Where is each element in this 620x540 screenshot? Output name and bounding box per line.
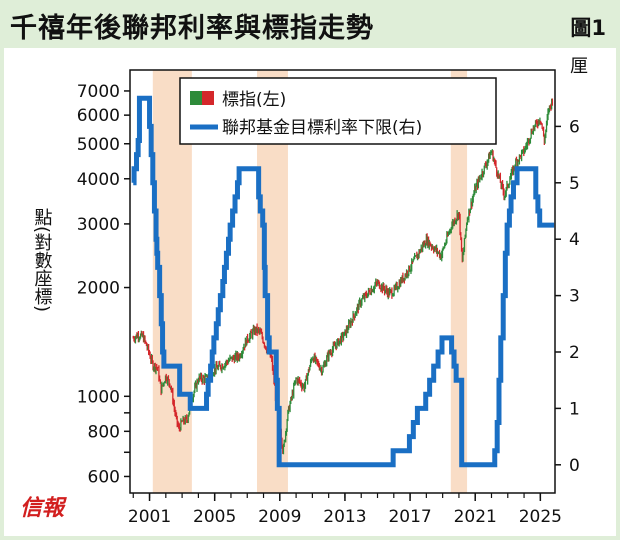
right-tick-label: 6 bbox=[569, 117, 580, 137]
x-tick-label: 2017 bbox=[388, 507, 431, 527]
legend-label-sp500: 標指(左) bbox=[222, 90, 286, 110]
plot-frame bbox=[129, 69, 556, 494]
right-tick-label: 3 bbox=[569, 287, 580, 307]
x-tick-label: 2025 bbox=[519, 507, 562, 527]
left-tick-label: 2000 bbox=[77, 279, 120, 299]
left-tick-label: 3000 bbox=[77, 215, 120, 235]
chart-title: 千禧年後聯邦利率與標指走勢 bbox=[10, 13, 374, 44]
chart-svg: 600 800 1000 2000 3000 4000 5000 6000 7000 0 1 2 3 4 5… bbox=[32, 56, 589, 527]
left-tick-label: 4000 bbox=[77, 170, 120, 190]
x-tick-label: 2001 bbox=[128, 507, 171, 527]
x-tick-label: 2013 bbox=[323, 507, 366, 527]
legend-swatch-red bbox=[202, 91, 214, 105]
fed-rate-line-group bbox=[131, 95, 555, 468]
legend: 標指(左) 聯邦基金目標利率下限(右) bbox=[179, 77, 497, 145]
right-tick-label: 2 bbox=[569, 343, 580, 363]
sp500-candles bbox=[132, 98, 554, 455]
x-tick-label: 2009 bbox=[258, 507, 301, 527]
x-tick-label: 2021 bbox=[454, 507, 497, 527]
axes: 600 800 1000 2000 3000 4000 5000 6000 7000 0 1 2 3 4 5… bbox=[77, 69, 580, 527]
logo: 信報 bbox=[20, 495, 65, 521]
right-tick-label: 4 bbox=[569, 230, 580, 250]
fed-rate-line bbox=[131, 95, 555, 468]
figure-number: 圖1 bbox=[570, 16, 606, 40]
left-tick-label: 6000 bbox=[77, 106, 120, 126]
legend-box bbox=[179, 77, 497, 145]
legend-label-fed: 聯邦基金目標利率下限(右) bbox=[222, 118, 422, 138]
right-axis-label: 厘 bbox=[570, 56, 588, 77]
left-axis-label: 點(對數座標) bbox=[32, 208, 53, 312]
left-tick-label: 800 bbox=[88, 422, 120, 442]
right-tick-label: 1 bbox=[569, 399, 580, 419]
right-tick-label: 5 bbox=[569, 174, 580, 194]
right-tick-label: 0 bbox=[569, 456, 580, 476]
legend-swatch-green bbox=[190, 91, 202, 105]
left-tick-label: 5000 bbox=[77, 135, 120, 155]
x-tick-label: 2005 bbox=[193, 507, 236, 527]
left-tick-label: 1000 bbox=[77, 387, 120, 407]
chart-panel: 600 800 1000 2000 3000 4000 5000 6000 7000 0 1 2 3 4 5… bbox=[4, 48, 616, 536]
left-tick-label: 600 bbox=[88, 467, 120, 487]
left-tick-label: 7000 bbox=[77, 82, 120, 102]
